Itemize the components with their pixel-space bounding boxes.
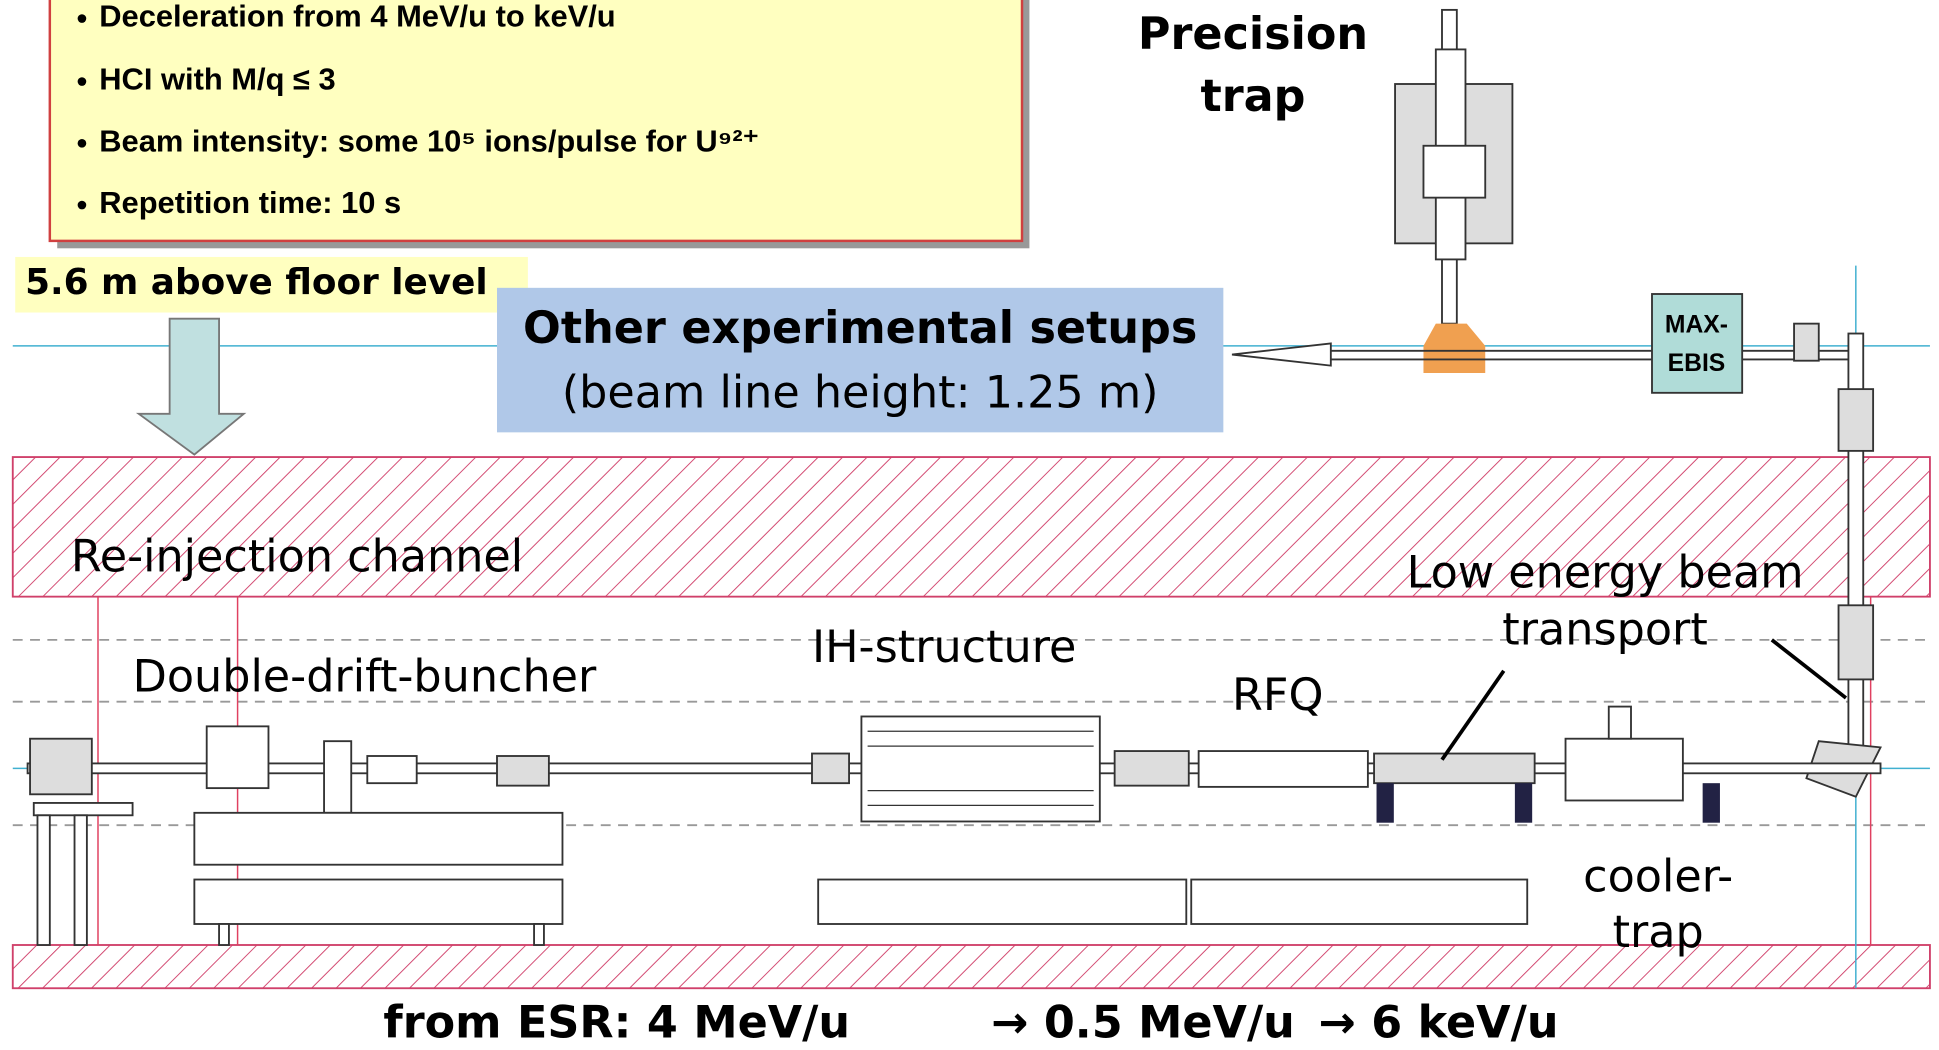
energy-label: from ESR: 4 MeV/u bbox=[383, 997, 850, 1048]
lebt-label: transport bbox=[1502, 604, 1707, 655]
rfq-device bbox=[1197, 750, 1369, 788]
ih-device bbox=[811, 715, 1190, 823]
setups-subtitle: (beam line height: 1.25 m) bbox=[562, 367, 1159, 418]
rfq-label: RFQ bbox=[1232, 670, 1323, 721]
ih-label: IH-structure bbox=[812, 622, 1076, 673]
reinjection-label: Re-injection channel bbox=[71, 532, 523, 583]
floor-label-bg bbox=[15, 256, 528, 313]
precision-trap-label: Precision bbox=[1138, 9, 1368, 60]
info-item: Repetition time: 10 s bbox=[99, 185, 401, 220]
bullets bbox=[77, 14, 87, 210]
cooler-label: trap bbox=[1613, 907, 1704, 958]
precision-trap-device bbox=[1394, 8, 1514, 374]
lebt-label: Low energy beam bbox=[1407, 548, 1804, 599]
setups-title: Other experimental setups bbox=[523, 303, 1197, 354]
floor-label: 5.6 m above floor level bbox=[25, 262, 488, 303]
energy-label: → 0.5 MeV/u bbox=[991, 997, 1295, 1048]
maxebis-label: MAX- bbox=[1665, 312, 1728, 339]
beam-arrow bbox=[1231, 342, 1332, 367]
info-box bbox=[48, 0, 1024, 243]
precision-trap-label: trap bbox=[1200, 71, 1305, 122]
energy-label: → 6 keV/u bbox=[1318, 997, 1558, 1048]
vertical-components bbox=[1793, 322, 1882, 798]
info-item: HCI with M/q ≤ 3 bbox=[99, 62, 336, 97]
buncher-label: Double-drift-buncher bbox=[133, 651, 597, 702]
info-item: Deceleration from 4 MeV/u to keV/u bbox=[99, 0, 615, 34]
cooler-label: cooler- bbox=[1583, 852, 1733, 903]
buncher-devices bbox=[29, 725, 564, 946]
lebt-devices bbox=[817, 705, 1720, 925]
maxebis-label: EBIS bbox=[1668, 350, 1726, 377]
down-arrow bbox=[135, 317, 247, 456]
pointer bbox=[1770, 638, 1848, 700]
setups-box bbox=[497, 287, 1224, 433]
hatch-band bbox=[11, 944, 1931, 990]
pointer bbox=[1440, 669, 1506, 761]
info-item: Beam intensity: some 10⁵ ions/pulse for … bbox=[99, 123, 759, 158]
hatch-band bbox=[11, 456, 1931, 598]
maxebis-box bbox=[1651, 293, 1744, 394]
